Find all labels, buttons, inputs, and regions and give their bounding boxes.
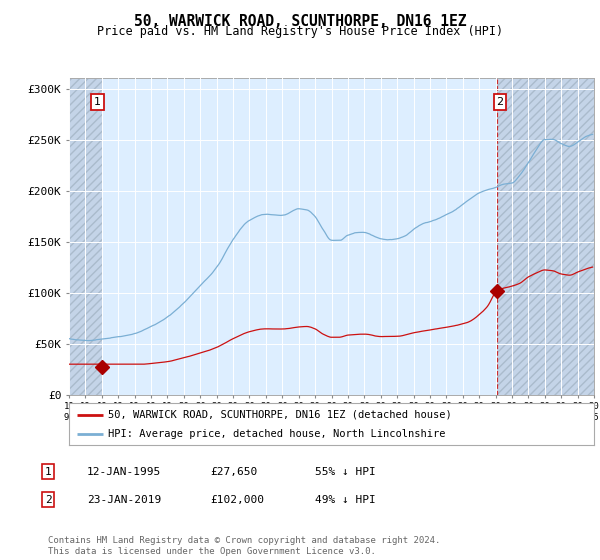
Text: 49% ↓ HPI: 49% ↓ HPI bbox=[315, 494, 376, 505]
Text: 12-JAN-1995: 12-JAN-1995 bbox=[87, 466, 161, 477]
Text: HPI: Average price, detached house, North Lincolnshire: HPI: Average price, detached house, Nort… bbox=[109, 429, 446, 439]
Text: Price paid vs. HM Land Registry's House Price Index (HPI): Price paid vs. HM Land Registry's House … bbox=[97, 25, 503, 38]
Text: £27,650: £27,650 bbox=[210, 466, 257, 477]
Text: Contains HM Land Registry data © Crown copyright and database right 2024.
This d: Contains HM Land Registry data © Crown c… bbox=[48, 536, 440, 556]
Text: 23-JAN-2019: 23-JAN-2019 bbox=[87, 494, 161, 505]
Bar bbox=[69, 78, 103, 395]
Text: 1: 1 bbox=[94, 97, 101, 107]
Text: 55% ↓ HPI: 55% ↓ HPI bbox=[315, 466, 376, 477]
Text: 2: 2 bbox=[44, 494, 52, 505]
Text: 1: 1 bbox=[44, 466, 52, 477]
Text: 50, WARWICK ROAD, SCUNTHORPE, DN16 1EZ (detached house): 50, WARWICK ROAD, SCUNTHORPE, DN16 1EZ (… bbox=[109, 409, 452, 419]
Bar bbox=[497, 78, 594, 395]
Text: £102,000: £102,000 bbox=[210, 494, 264, 505]
Text: 50, WARWICK ROAD, SCUNTHORPE, DN16 1EZ: 50, WARWICK ROAD, SCUNTHORPE, DN16 1EZ bbox=[134, 14, 466, 29]
Text: 2: 2 bbox=[496, 97, 503, 107]
